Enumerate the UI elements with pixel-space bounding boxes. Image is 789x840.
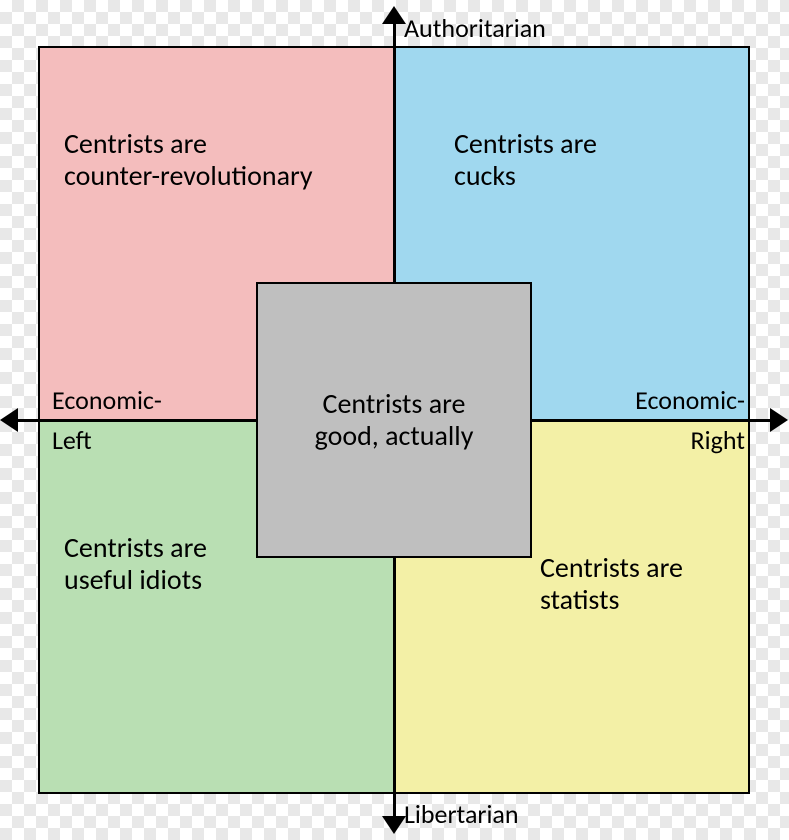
axis-label-left-2: Left	[52, 426, 92, 456]
axis-label-bottom: Libertarian	[404, 800, 519, 830]
arrow-down-icon	[382, 816, 406, 834]
label-lib-left: Centrists are useful idiots	[64, 532, 207, 596]
axis-label-left-1: Economic-	[52, 386, 162, 416]
center-label: Centrists are good, actually	[315, 388, 474, 452]
label-auth-right: Centrists are cucks	[454, 128, 597, 192]
political-compass-diagram: Centrists are good, actually Centrists a…	[0, 0, 789, 840]
arrow-up-icon	[382, 6, 406, 24]
label-auth-left: Centrists are counter-revolutionary	[64, 128, 313, 192]
axis-label-right-1: Economic-	[635, 386, 745, 416]
center-box: Centrists are good, actually	[256, 282, 532, 558]
axis-label-right-2: Right	[691, 426, 745, 456]
axis-label-top: Authoritarian	[404, 14, 546, 44]
arrow-left-icon	[0, 408, 18, 432]
label-lib-right: Centrists are statists	[540, 552, 683, 616]
arrow-right-icon	[770, 408, 788, 432]
